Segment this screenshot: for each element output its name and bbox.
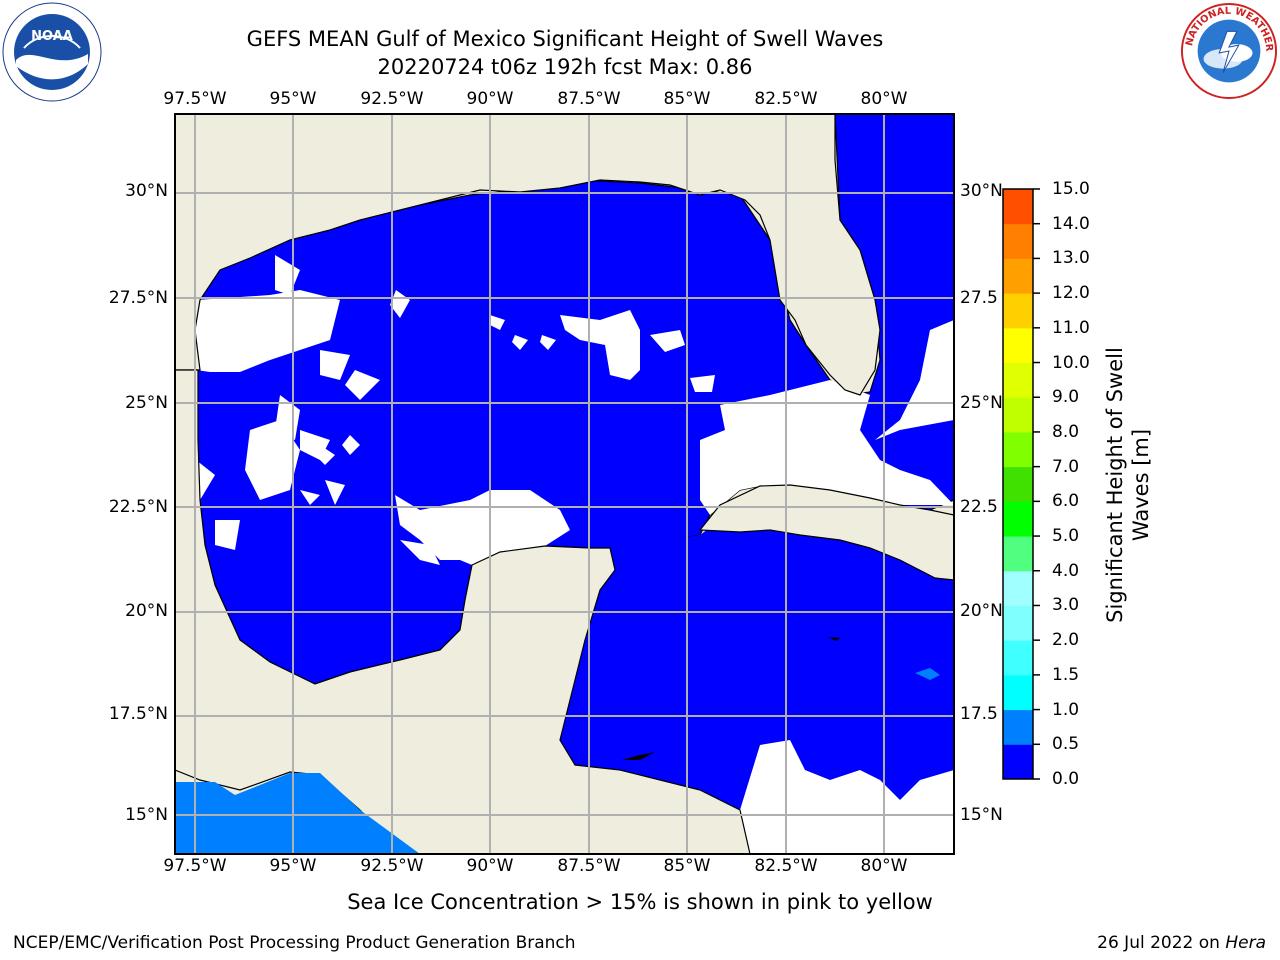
swell-field-atlantic <box>835 114 954 310</box>
colorbar-tick-label: 14.0 <box>1052 213 1090 234</box>
lon-tick-top: 97.5°W <box>163 89 227 109</box>
footer-branch: NCEP/EMC/Verification Post Processing Pr… <box>13 933 576 953</box>
colorbar-swatch <box>1003 709 1033 745</box>
colorbar-swatch <box>1003 293 1033 329</box>
colorbar-tick-label: 3.0 <box>1052 595 1080 616</box>
lon-tick-bottom: 87.5°W <box>557 856 621 876</box>
lon-tick-top: 92.5°W <box>360 89 424 109</box>
colorbar-swatch <box>1003 397 1033 433</box>
colorbar-tick-label: 13.0 <box>1052 248 1090 269</box>
lat-tick-left: 27.5°N <box>108 288 168 308</box>
colorbar-tick-label: 6.0 <box>1052 491 1080 512</box>
lat-tick-right: 30°N <box>960 181 1003 201</box>
colorbar-swatch <box>1003 536 1033 572</box>
colorbar-title: Significant Height of Swell Waves [m] <box>1103 347 1153 623</box>
lat-tick-right: 27.5 <box>960 288 998 308</box>
colorbar-tick-label: 7.0 <box>1052 456 1080 477</box>
colorbar-swatch <box>1003 674 1033 711</box>
lon-tick-bottom: 92.5°W <box>360 856 424 876</box>
noaa-logo-icon: NOAA <box>2 2 102 102</box>
chart-title: GEFS MEAN Gulf of Mexico Significant Hei… <box>246 27 884 51</box>
colorbar-tick-label: 2.0 <box>1052 630 1080 651</box>
colorbar-tick-label: 11.0 <box>1052 317 1090 338</box>
no-data-patches <box>196 255 954 854</box>
swell-patch-0.5-1.0 <box>915 668 940 680</box>
colorbar-swatch <box>1003 189 1033 225</box>
land-usa <box>175 114 881 396</box>
map-frame <box>174 113 955 855</box>
svg-text:NOAA: NOAA <box>31 29 73 44</box>
chart-subtitle: 20220724 t06z 192h fcst Max: 0.86 <box>377 55 753 79</box>
lon-tick-top: 87.5°W <box>557 89 621 109</box>
colorbar-tick-label: 8.0 <box>1052 421 1080 442</box>
lon-tick-bottom: 90°W <box>466 856 514 876</box>
colorbar-tick-label: 0.0 <box>1052 769 1080 789</box>
lat-tick-left: 30°N <box>125 181 168 201</box>
lat-tick-left: 25°N <box>125 393 168 413</box>
lon-tick-top: 95°W <box>269 89 317 109</box>
colorbar-swatch <box>1003 362 1033 398</box>
footer-date: 26 Jul 2022 on Hera <box>1097 933 1266 953</box>
swell-field-pacific <box>175 773 420 854</box>
lat-tick-left: 22.5°N <box>108 497 168 517</box>
colorbar-tick-label: 10.0 <box>1052 352 1090 373</box>
map-grid <box>175 114 954 854</box>
footer-date-text: 26 Jul 2022 on <box>1097 933 1226 953</box>
lon-tick-top: 80°W <box>860 89 908 109</box>
colorbar-swatch <box>1003 605 1033 641</box>
colorbar-swatch <box>1003 570 1033 606</box>
lat-tick-left: 20°N <box>125 601 168 621</box>
colorbar-swatch <box>1003 640 1033 676</box>
colorbar-tick-label: 15.0 <box>1052 179 1090 199</box>
colorbar-swatch <box>1003 223 1033 259</box>
lon-tick-bottom: 80°W <box>860 856 908 876</box>
colorbar-swatch <box>1003 258 1033 294</box>
lat-tick-right: 20°N <box>960 601 1003 621</box>
colorbar-swatch <box>1003 466 1033 502</box>
colorbar-swatch <box>1003 327 1033 364</box>
lon-tick-bottom: 97.5°W <box>163 856 227 876</box>
colorbar-swatch <box>1003 431 1033 468</box>
footer-host: Hera <box>1225 933 1266 953</box>
colorbar-tick-label: 4.0 <box>1052 560 1080 581</box>
lon-tick-top: 85°W <box>663 89 711 109</box>
lat-tick-right: 22.5 <box>960 497 998 517</box>
colorbar-tick-label: 0.5 <box>1052 734 1080 755</box>
colorbar-tick-label: 9.0 <box>1052 387 1080 408</box>
lon-tick-top: 82.5°W <box>754 89 818 109</box>
lat-tick-left: 15°N <box>125 805 168 825</box>
colorbar-tick-label: 1.0 <box>1052 699 1080 720</box>
lon-tick-bottom: 82.5°W <box>754 856 818 876</box>
colorbar-tick-label: 12.0 <box>1052 283 1090 304</box>
colorbar-swatch <box>1003 744 1033 780</box>
lat-tick-right: 25°N <box>960 393 1003 413</box>
swell-field-caribbean <box>560 520 954 854</box>
nws-logo-icon: NATIONAL WEATHER SERVICE <box>1180 2 1278 100</box>
lat-tick-right: 15°N <box>960 805 1003 825</box>
lon-tick-top: 90°W <box>466 89 514 109</box>
colorbar-tick-label: 5.0 <box>1052 526 1080 547</box>
lon-tick-bottom: 95°W <box>269 856 317 876</box>
lon-tick-bottom: 85°W <box>663 856 711 876</box>
colorbar-swatch <box>1003 501 1033 537</box>
lat-tick-left: 17.5°N <box>108 704 168 724</box>
sea-ice-note: Sea Ice Concentration > 15% is shown in … <box>347 890 933 914</box>
lat-tick-right: 17.5 <box>960 704 998 724</box>
colorbar-tick-label: 1.5 <box>1052 664 1080 685</box>
